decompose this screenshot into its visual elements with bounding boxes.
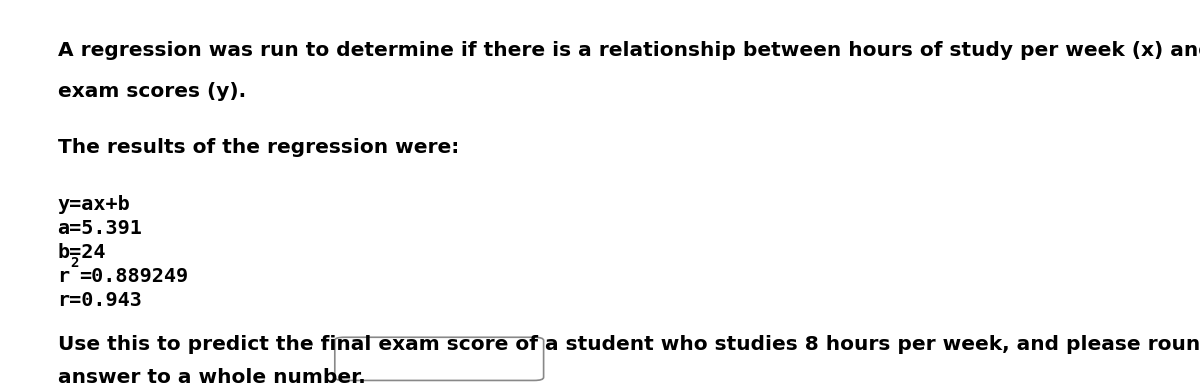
Text: The results of the regression were:: The results of the regression were:: [58, 138, 458, 157]
Text: r: r: [58, 267, 70, 286]
FancyBboxPatch shape: [335, 337, 544, 380]
Text: =0.889249: =0.889249: [79, 267, 188, 286]
Text: exam scores (y).: exam scores (y).: [58, 82, 246, 101]
Text: 2: 2: [70, 256, 79, 270]
Text: answer to a whole number.: answer to a whole number.: [58, 368, 365, 387]
Text: b=24: b=24: [58, 243, 106, 262]
Text: A regression was run to determine if there is a relationship between hours of st: A regression was run to determine if the…: [58, 41, 1200, 60]
Text: a=5.391: a=5.391: [58, 219, 143, 238]
Text: y=ax+b: y=ax+b: [58, 194, 131, 214]
Text: r=0.943: r=0.943: [58, 291, 143, 310]
Text: Use this to predict the final exam score of a student who studies 8 hours per we: Use this to predict the final exam score…: [58, 335, 1200, 354]
